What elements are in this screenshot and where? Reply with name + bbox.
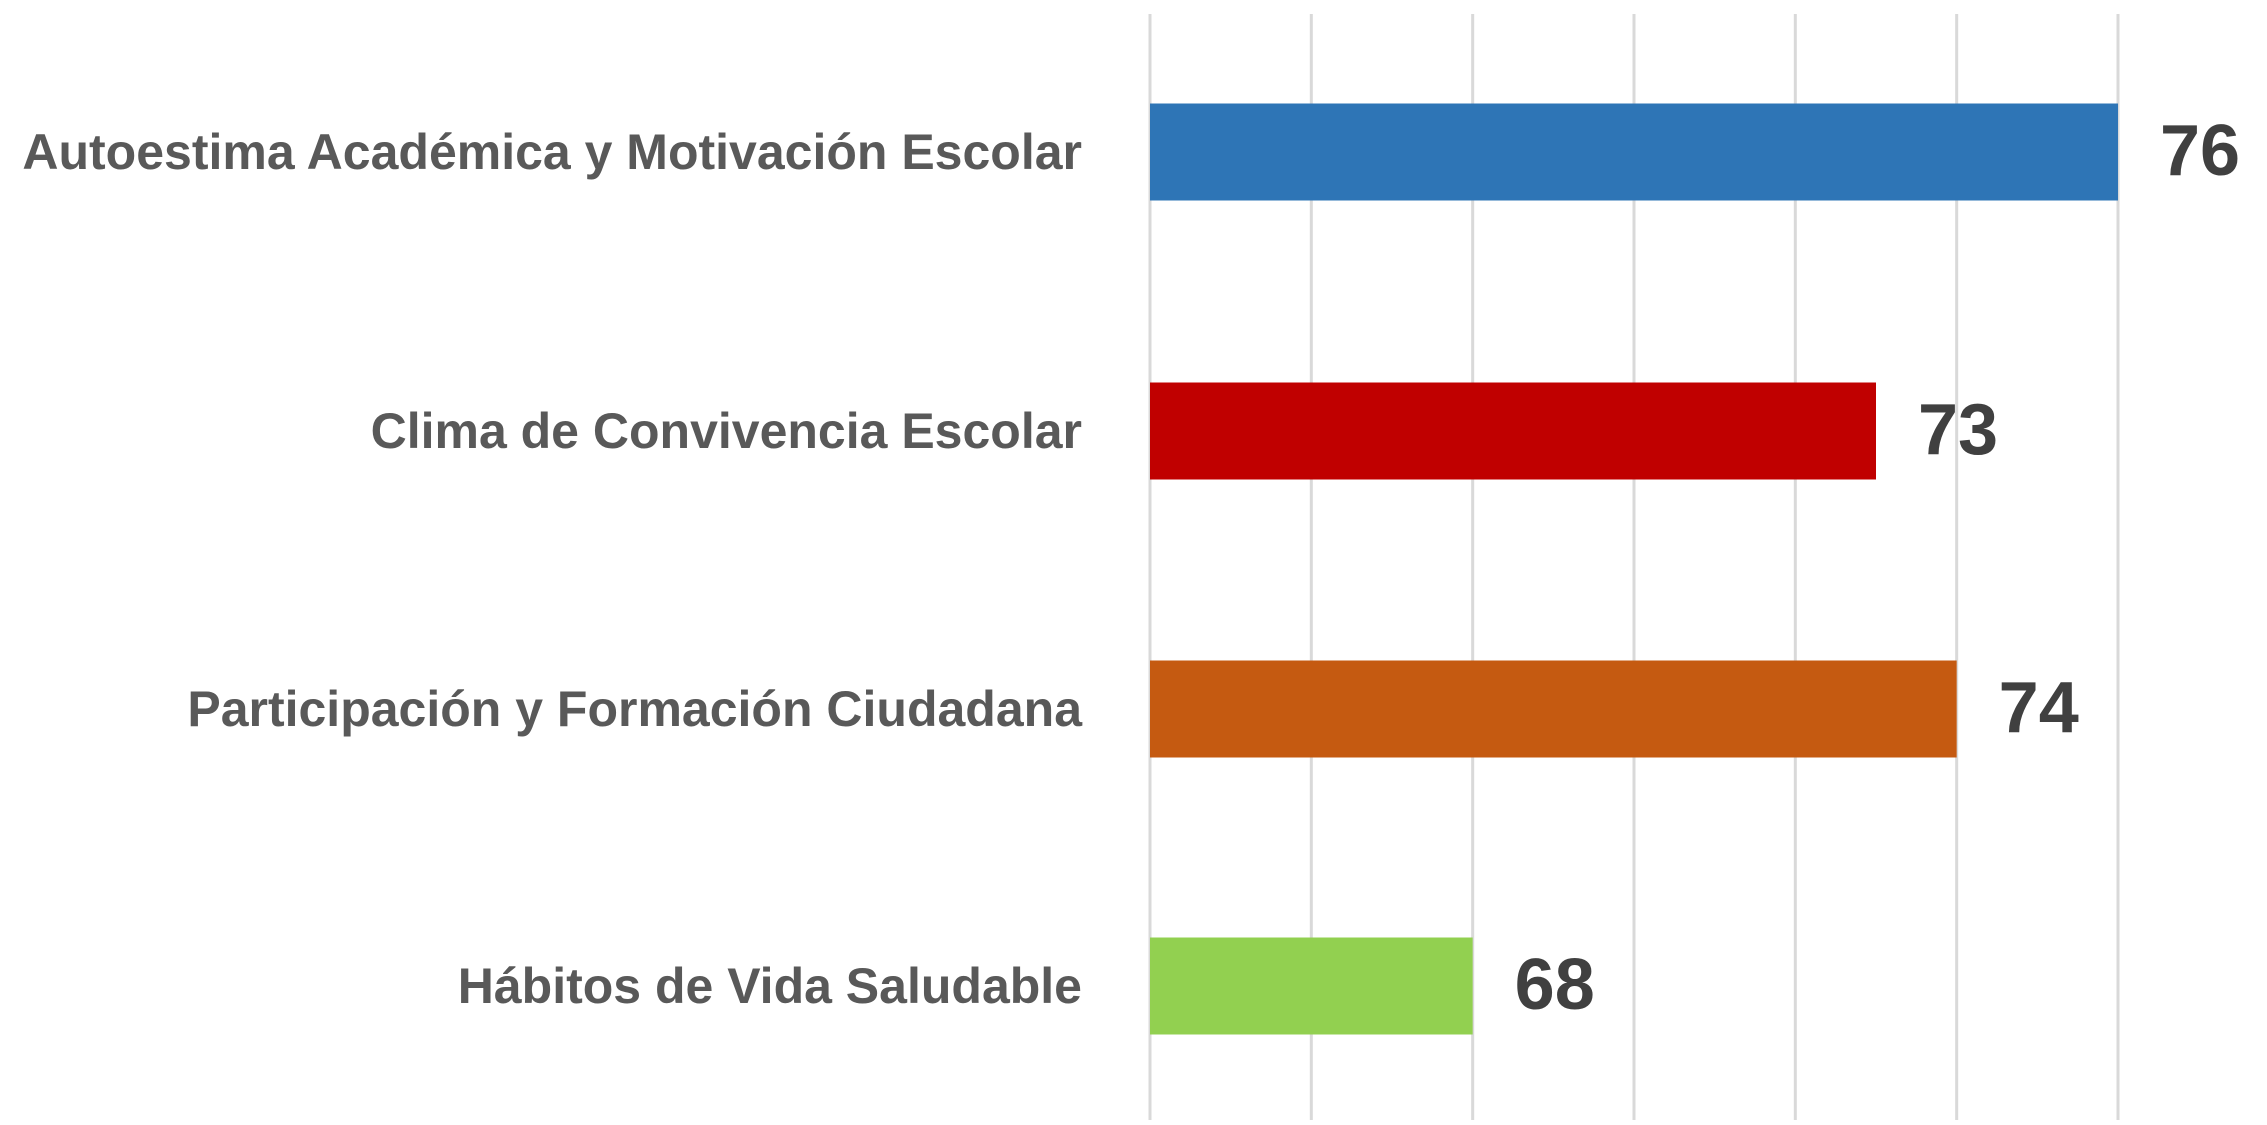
bar (1150, 937, 1473, 1035)
bar (1150, 660, 1957, 758)
category-text: Clima de Convivencia Escolar (370, 403, 1082, 459)
category-label: Hábitos de Vida Saludable (10, 896, 1082, 1076)
category-text: Autoestima Académica y Motivación Escola… (22, 124, 1082, 180)
value-label: 73 (1918, 390, 1998, 470)
value-label: 76 (2160, 111, 2240, 191)
bar (1150, 382, 1876, 480)
value-label: 68 (1515, 945, 1595, 1025)
category-text: Hábitos de Vida Saludable (457, 958, 1082, 1014)
category-text: Participación y Formación Ciudadana (187, 681, 1082, 737)
category-label: Clima de Convivencia Escolar (10, 341, 1082, 521)
category-label: Autoestima Académica y Motivación Escola… (10, 62, 1082, 242)
bar (1150, 103, 2118, 201)
category-label: Participación y Formación Ciudadana (10, 619, 1082, 799)
value-label: 74 (1999, 668, 2079, 748)
